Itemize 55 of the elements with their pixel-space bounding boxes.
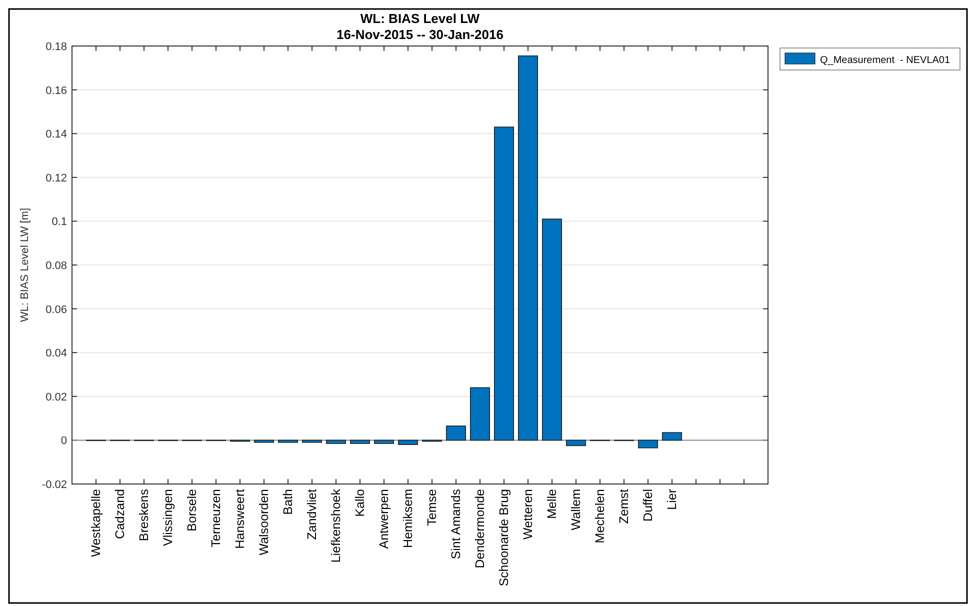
y-tick-label: -0.02 bbox=[42, 479, 67, 491]
y-tick-label: 0.18 bbox=[46, 41, 67, 53]
bar bbox=[566, 440, 586, 446]
bar bbox=[374, 440, 394, 444]
bar bbox=[350, 440, 370, 444]
x-tick-label: Hemiksem bbox=[401, 489, 415, 548]
y-tick-label: 0.14 bbox=[46, 128, 67, 141]
bar bbox=[542, 218, 562, 441]
x-tick-label: Hansweert bbox=[233, 488, 247, 549]
y-tick-label: 0.04 bbox=[46, 348, 67, 360]
bar bbox=[470, 387, 490, 441]
bar bbox=[302, 440, 322, 443]
x-tick-label: Wallem bbox=[569, 489, 583, 530]
bar bbox=[446, 426, 466, 441]
bar bbox=[254, 440, 274, 443]
legend-label: Q_Measurement - NEVLA01 bbox=[820, 55, 950, 66]
x-tick-label: Borsele bbox=[185, 488, 199, 532]
bar bbox=[326, 440, 346, 444]
x-tick-label: Kallo bbox=[353, 488, 367, 517]
y-tick-label: 0.06 bbox=[46, 304, 67, 316]
x-tick-label: Vlissingen bbox=[161, 488, 175, 546]
x-tick-label: Lier bbox=[665, 489, 679, 510]
x-tick-label: Walsoorden bbox=[257, 488, 271, 556]
y-axis-title: WL: BIAS Level LW [m] bbox=[19, 208, 31, 322]
x-tick-label: Sint Amands bbox=[449, 489, 463, 560]
y-tick-label: 0.12 bbox=[46, 172, 67, 184]
y-tick-label: 0.16 bbox=[46, 84, 67, 97]
x-tick-label: Temse bbox=[425, 488, 439, 526]
y-tick-label: 0.08 bbox=[46, 260, 67, 272]
y-tick-label: 0.1 bbox=[52, 216, 67, 228]
chart-subtitle: 16-Nov-2015 -- 30-Jan-2016 bbox=[336, 27, 504, 42]
x-tick-label: Antwerpen bbox=[377, 488, 391, 549]
x-tick-label: Terneuzen bbox=[209, 488, 223, 548]
x-tick-label: Mechelen bbox=[593, 488, 607, 544]
bar bbox=[638, 440, 658, 448]
bar bbox=[518, 55, 538, 441]
x-tick-label: Zandvliet bbox=[305, 488, 319, 540]
x-tick-label: Dendermonde bbox=[473, 488, 487, 568]
x-tick-label: Bath bbox=[281, 488, 295, 515]
chart-title: WL: BIAS Level LW bbox=[360, 11, 480, 26]
bar bbox=[278, 440, 298, 443]
x-tick-label: Cadzand bbox=[113, 488, 127, 540]
x-tick-label: Melle bbox=[545, 488, 559, 519]
bar bbox=[494, 126, 514, 441]
x-tick-label: Zemst bbox=[617, 488, 631, 524]
x-tick-label: Wetteren bbox=[521, 488, 535, 540]
x-tick-label: Duffel bbox=[641, 489, 655, 522]
y-tick-label: 0 bbox=[60, 435, 67, 448]
bar bbox=[398, 440, 418, 445]
x-tick-label: Breskens bbox=[137, 489, 151, 542]
x-tick-label: Liefkenshoek bbox=[329, 488, 343, 563]
x-tick-label: Schoonarde Brug bbox=[497, 488, 511, 586]
bar bbox=[662, 432, 682, 441]
y-tick-label: 0.02 bbox=[46, 391, 67, 404]
x-tick-label: Westkapelle bbox=[89, 488, 103, 557]
